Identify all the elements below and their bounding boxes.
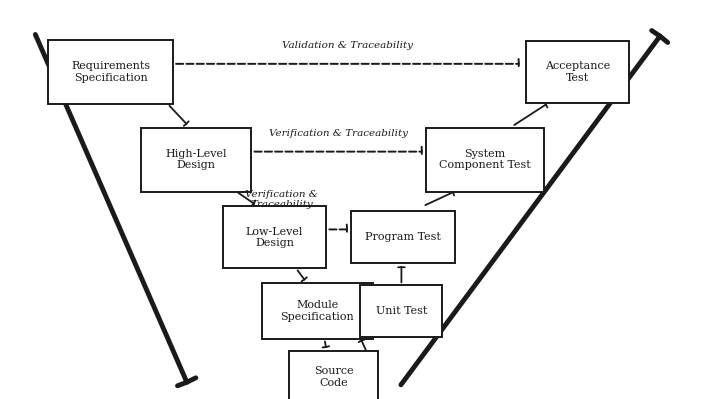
FancyBboxPatch shape [360, 285, 442, 337]
FancyBboxPatch shape [525, 41, 630, 103]
FancyBboxPatch shape [140, 128, 252, 192]
Text: Validation & Traceability: Validation & Traceability [282, 41, 414, 50]
Text: System
Component Test: System Component Test [439, 149, 530, 170]
Text: Low-Level
Design: Low-Level Design [246, 227, 303, 248]
Text: Acceptance
Test: Acceptance Test [545, 61, 610, 83]
Text: Verification &
Traceability: Verification & Traceability [245, 190, 318, 209]
Text: Source
Code: Source Code [314, 366, 354, 388]
FancyBboxPatch shape [426, 128, 543, 192]
FancyBboxPatch shape [48, 40, 173, 104]
Text: Module
Specification: Module Specification [280, 300, 354, 322]
FancyBboxPatch shape [222, 207, 326, 268]
Text: High-Level
Design: High-Level Design [165, 149, 227, 170]
Text: Program Test: Program Test [365, 232, 441, 243]
FancyBboxPatch shape [262, 283, 372, 339]
Text: Verification & Traceability: Verification & Traceability [270, 128, 408, 138]
FancyBboxPatch shape [289, 351, 378, 399]
Text: Unit Test: Unit Test [376, 306, 427, 316]
FancyBboxPatch shape [351, 211, 455, 263]
Text: Requirements
Specification: Requirements Specification [71, 61, 150, 83]
